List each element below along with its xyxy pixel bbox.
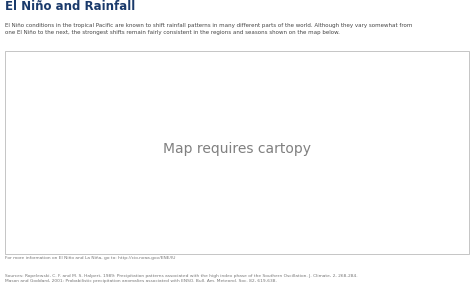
Text: For more information on El Niño and La Niña, go to: http://cio.noaa.gov/ENE/IU: For more information on El Niño and La N… [5,256,175,260]
Text: Map requires cartopy: Map requires cartopy [163,142,311,156]
Text: El Niño conditions in the tropical Pacific are known to shift rainfall patterns : El Niño conditions in the tropical Pacif… [5,23,412,35]
Text: El Niño and Rainfall: El Niño and Rainfall [5,0,135,13]
Text: Sources: Ropelewski, C. F. and M. S. Halpert, 1989: Precipitation patterns assoc: Sources: Ropelewski, C. F. and M. S. Hal… [5,274,357,283]
